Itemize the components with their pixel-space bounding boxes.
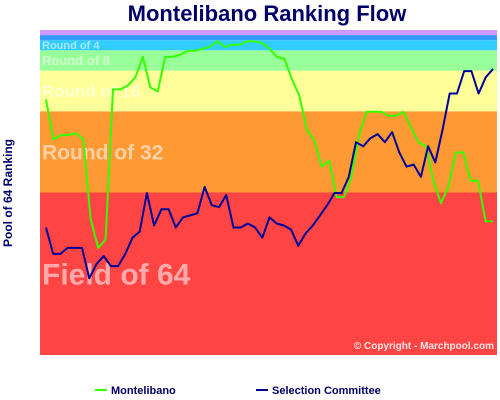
band-labels: Field of 64 Round of 32 Round of 16 Round o…	[42, 40, 191, 291]
chart-title: Montelibano Ranking Flow	[128, 1, 408, 26]
series-line-montelibano	[45, 40, 493, 249]
band-round-of-32	[40, 111, 497, 193]
band-label-round-of-8: Round of 8	[42, 53, 110, 68]
band-label-field-of-64: Field of 64	[42, 259, 191, 292]
band-round-of-4	[40, 40, 497, 51]
band-label-round-of-16: Round of 16	[42, 82, 140, 101]
legend: Montelibano Selection Committee	[95, 385, 381, 397]
band-label-round-of-4: Round of 4	[42, 40, 100, 52]
series-line-selection-committee	[45, 68, 494, 280]
y-axis-label: Pool of 64 Ranking	[1, 139, 15, 247]
band-band-5	[40, 35, 497, 41]
series-lines	[45, 40, 494, 280]
band-round-of-16	[40, 70, 497, 112]
legend-label-montelibano: Montelibano	[111, 385, 176, 397]
band-round-of-8	[40, 50, 497, 71]
band-label-round-of-32: Round of 32	[42, 141, 163, 164]
band-band-6	[40, 30, 497, 36]
legend-label-selection-committee: Selection Committee	[272, 385, 381, 397]
copyright-notice: © Copyright - Marchpool.com	[354, 341, 494, 352]
